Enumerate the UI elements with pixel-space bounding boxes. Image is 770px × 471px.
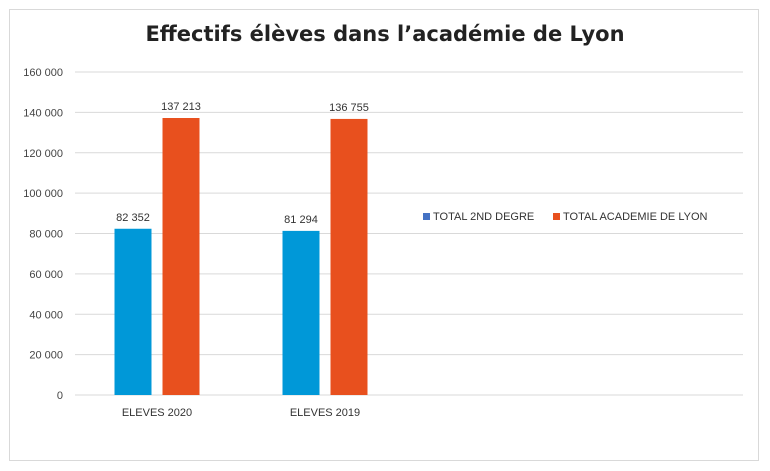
chart-title: Effectifs élèves dans l’académie de Lyon <box>145 22 625 46</box>
y-tick-label: 140 000 <box>23 107 63 119</box>
y-tick-label: 100 000 <box>23 188 63 200</box>
y-tick-label: 40 000 <box>29 309 63 321</box>
y-tick-label: 0 <box>57 390 63 402</box>
y-tick-label: 60 000 <box>29 269 63 281</box>
legend-label: TOTAL 2ND DEGRE <box>433 211 534 223</box>
legend-label: TOTAL ACADEMIE DE LYON <box>563 211 708 223</box>
bar <box>330 118 368 395</box>
data-label: 136 755 <box>329 102 369 114</box>
x-tick-label: ELEVES 2019 <box>290 407 360 419</box>
x-tick-label: ELEVES 2020 <box>122 407 192 419</box>
bar <box>282 230 320 395</box>
bar <box>114 228 152 395</box>
data-label: 137 213 <box>161 101 201 113</box>
legend-marker <box>553 213 560 220</box>
data-label: 81 294 <box>284 214 318 226</box>
legend-marker <box>423 213 430 220</box>
y-tick-label: 120 000 <box>23 148 63 160</box>
bar <box>162 118 200 396</box>
y-tick-label: 160 000 <box>23 67 63 79</box>
y-tick-label: 80 000 <box>29 229 63 241</box>
data-label: 82 352 <box>116 212 150 224</box>
y-tick-label: 20 000 <box>29 350 63 362</box>
